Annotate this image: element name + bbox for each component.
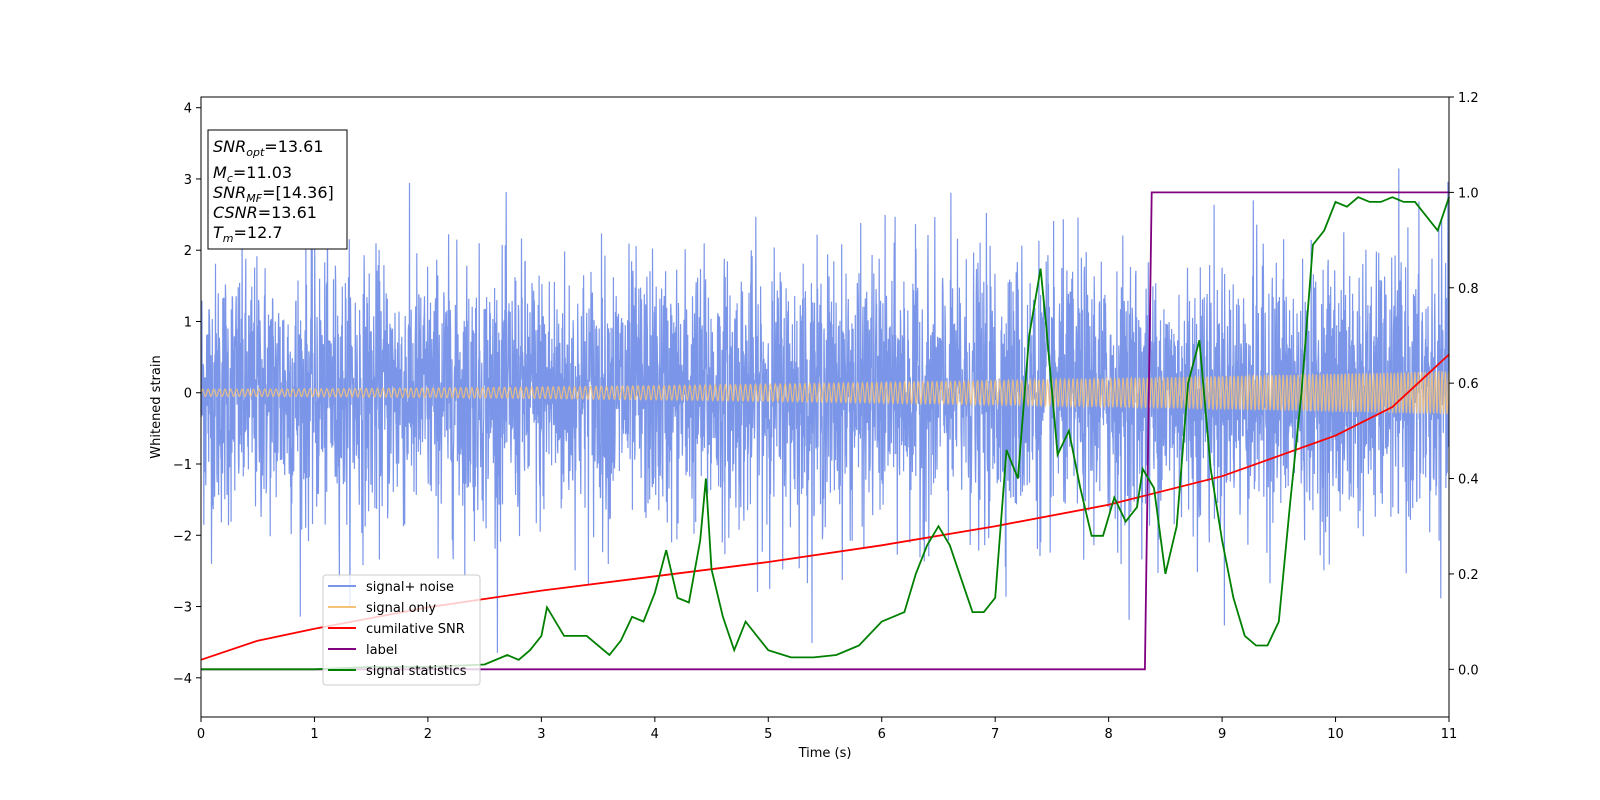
legend-label: signal statistics [366, 664, 467, 679]
x-tick-label: 2 [424, 727, 432, 742]
y2-tick-label: 0.4 [1458, 473, 1479, 488]
y-tick-label: 4 [184, 102, 192, 117]
y-tick-label: −3 [173, 601, 192, 616]
series-signal-only [200, 369, 1450, 415]
x-tick-label: 6 [878, 727, 886, 742]
legend-label: signal only [366, 601, 436, 616]
plot-frame [200, 96, 1450, 718]
info-box-frame [207, 129, 348, 250]
x-tick-label: 10 [1327, 727, 1344, 742]
y-axis-left: 4 3 2 1 0 −1 −2 −3 −4 [173, 102, 201, 687]
y-tick-label: −1 [173, 458, 192, 473]
x-axis: 0 1 2 3 4 5 6 7 8 9 10 11 [197, 717, 1457, 742]
series-label [201, 191, 1449, 671]
legend-label: cumilative SNR [366, 622, 465, 637]
y-tick-label: 0 [184, 387, 192, 402]
x-tick-label: 0 [197, 727, 205, 742]
y2-tick-label: 0.6 [1458, 377, 1479, 392]
y-tick-label: 1 [184, 315, 192, 330]
y2-tick-label: 0.2 [1458, 568, 1479, 583]
y-tick-label: 2 [184, 244, 192, 259]
x-tick-label: 5 [764, 727, 772, 742]
y-axis-label: Whitened strain [149, 355, 164, 458]
y2-tick-label: 1.0 [1458, 186, 1479, 201]
y-axis-right: 0.0 0.2 0.4 0.6 0.8 1.0 1.2 [1449, 91, 1479, 678]
x-tick-label: 9 [1218, 727, 1226, 742]
line-signal-only [200, 369, 1450, 415]
legend-label: signal+ noise [366, 580, 454, 595]
x-tick-label: 11 [1441, 727, 1458, 742]
series-signal-statistics [201, 196, 1450, 671]
y-tick-label: −2 [173, 529, 192, 544]
info-mc: Mc=11.03 [213, 163, 292, 185]
y-tick-label: 3 [184, 173, 192, 188]
line-signal-statistics [201, 196, 1450, 671]
x-tick-label: 4 [651, 727, 659, 742]
line-label [201, 191, 1449, 671]
y2-tick-label: 0.8 [1458, 282, 1479, 297]
legend-frame [322, 574, 481, 686]
y-tick-label: −4 [173, 672, 192, 687]
info-csnr: CSNR=13.61 [213, 203, 317, 222]
x-tick-label: 1 [310, 727, 318, 742]
x-tick-label: 7 [991, 727, 999, 742]
legend-label: label [366, 643, 397, 658]
info-snr-opt: SNRopt=13.61 [213, 137, 324, 159]
y2-tick-label: 1.2 [1458, 91, 1479, 106]
info-tm: Tm=12.7 [213, 223, 283, 245]
x-axis-label: Time (s) [798, 746, 852, 761]
legend: signal+ noise signal only cumilative SNR la… [322, 574, 481, 686]
info-box: SNRopt=13.61 Mc=11.03 SNRMF=[14.36] CSNR… [207, 129, 348, 250]
x-tick-label: 8 [1104, 727, 1112, 742]
x-tick-label: 3 [537, 727, 545, 742]
y2-tick-label: 0.0 [1458, 663, 1479, 678]
info-snr-mf: SNRMF=[14.36] [213, 183, 334, 205]
